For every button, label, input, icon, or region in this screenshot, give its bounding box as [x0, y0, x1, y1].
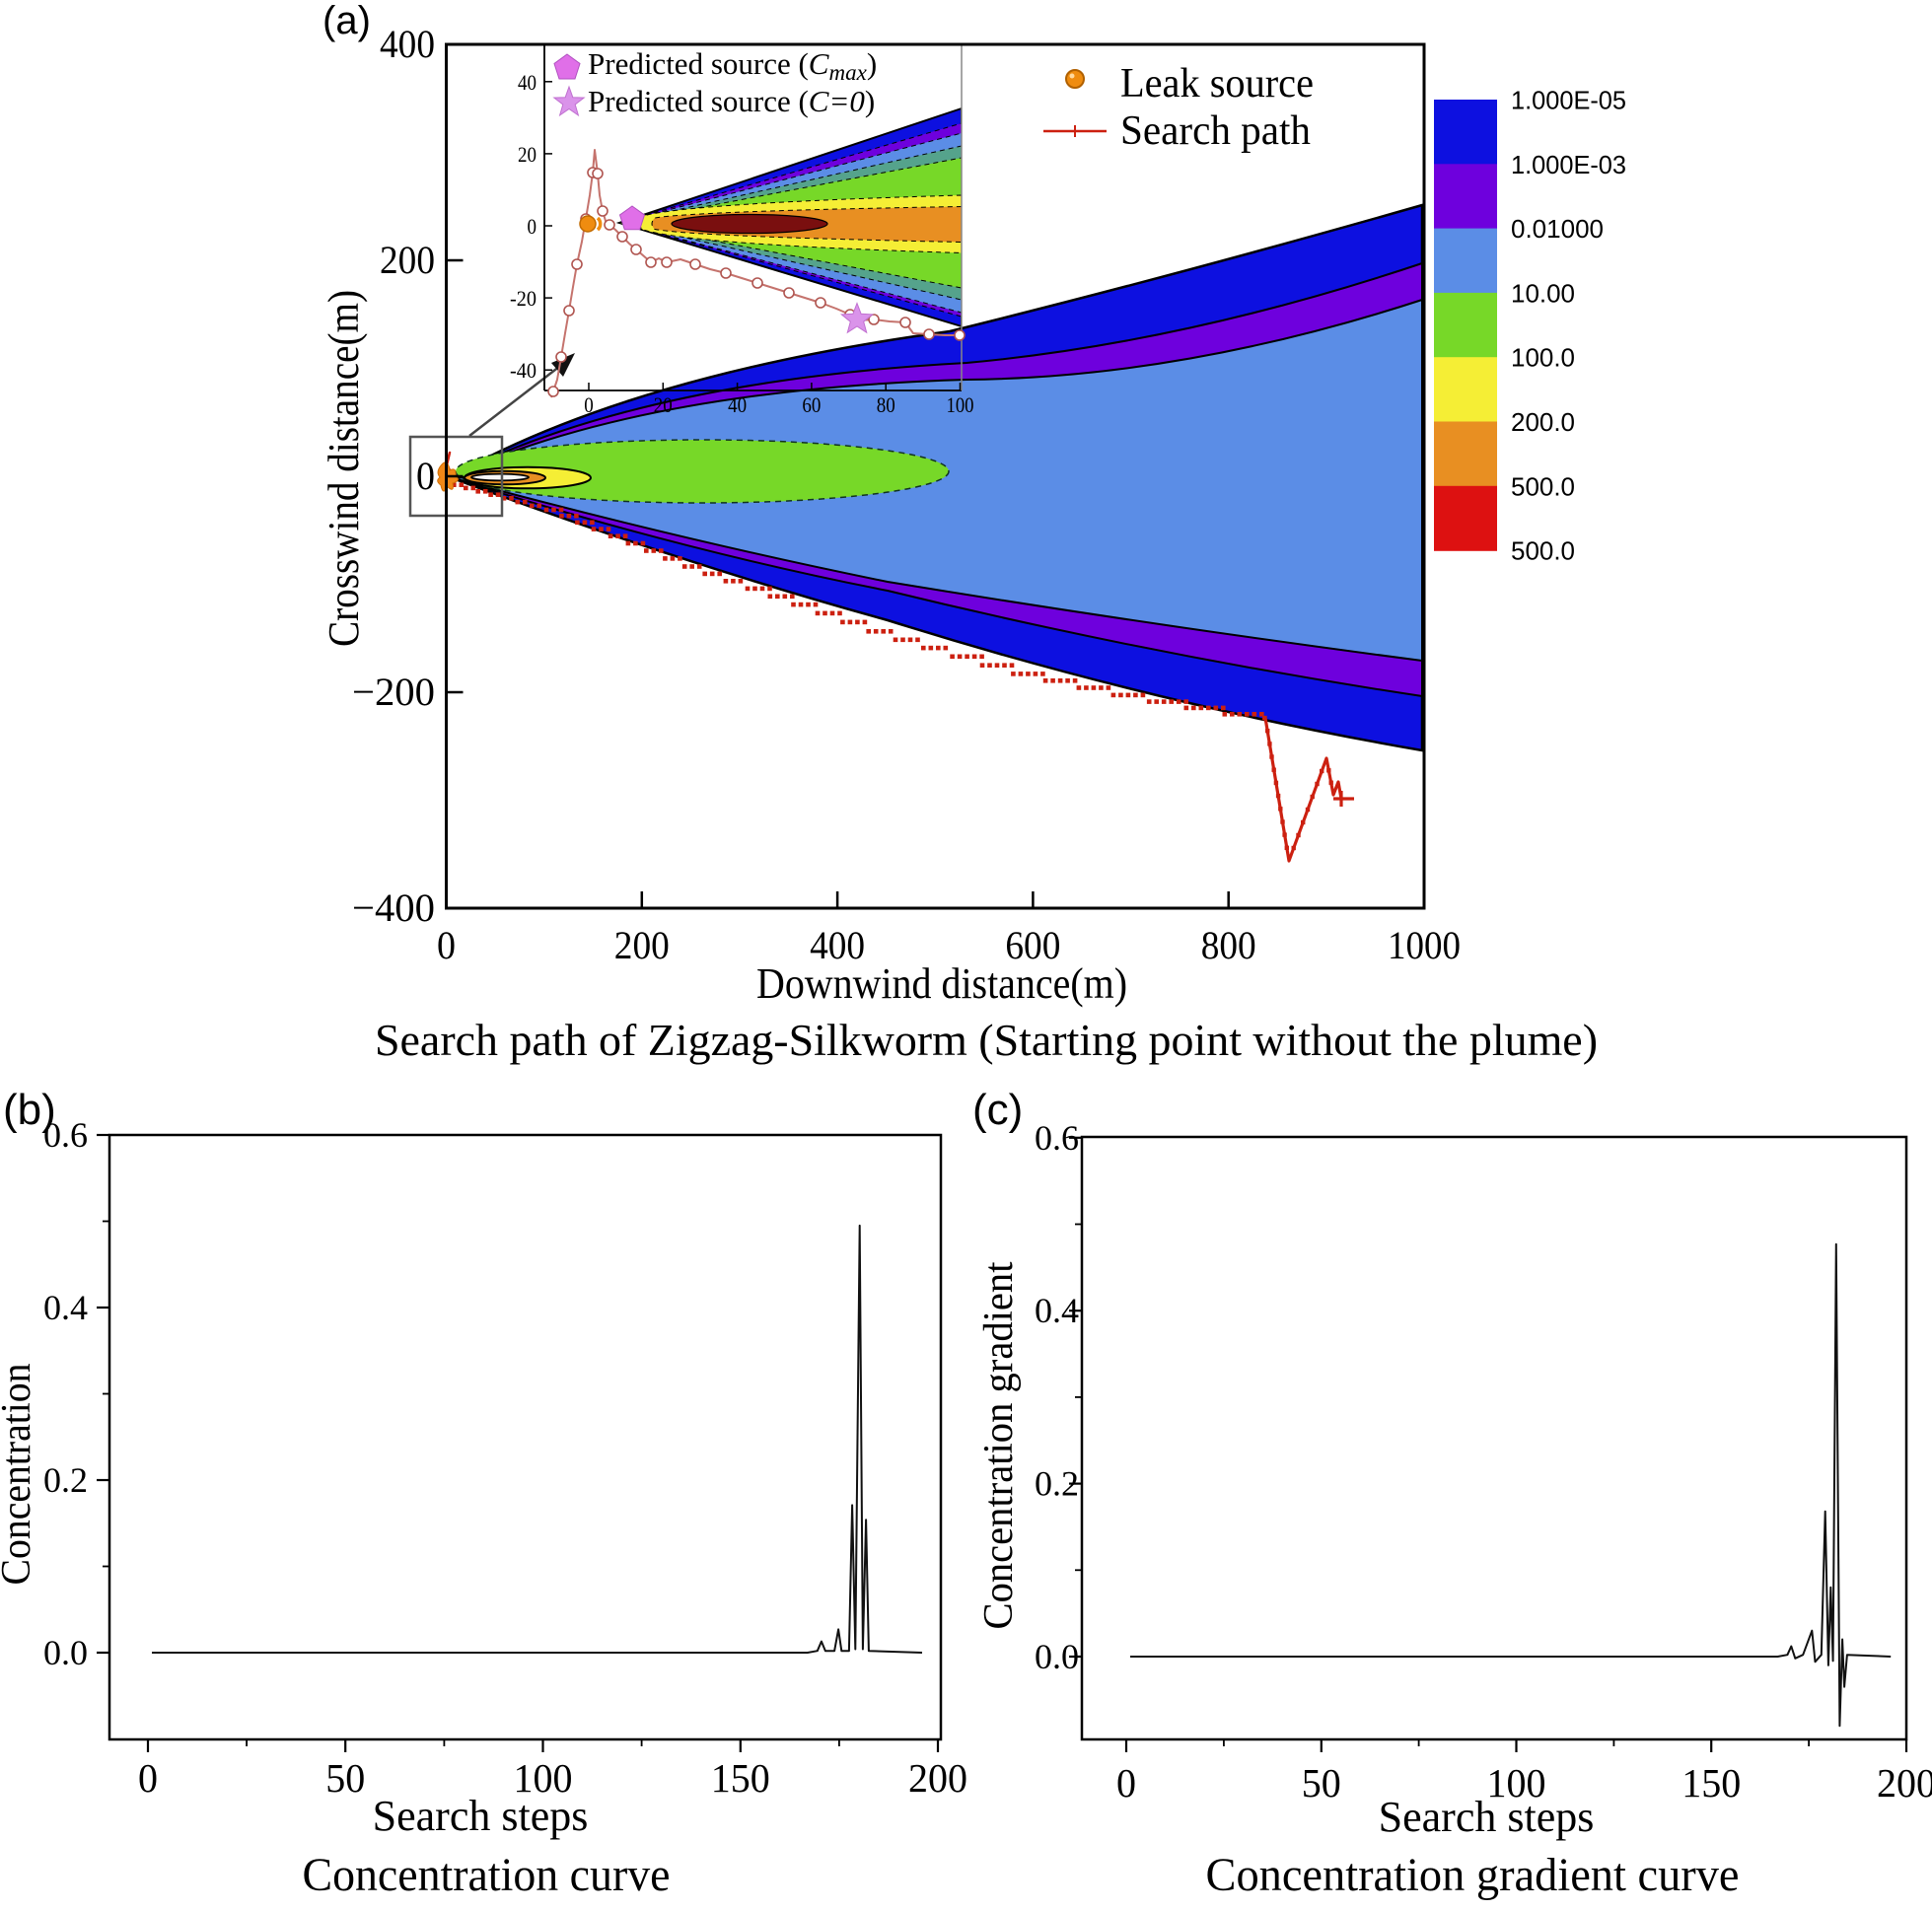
svg-text:0: 0 — [528, 214, 537, 239]
svg-text:0.4: 0.4 — [43, 1288, 88, 1327]
svg-text:500.0: 500.0 — [1511, 471, 1575, 501]
svg-text:0.0: 0.0 — [1035, 1637, 1079, 1676]
svg-text:Search path: Search path — [1120, 108, 1311, 154]
svg-text:0.6: 0.6 — [1035, 1118, 1079, 1158]
svg-text:50: 50 — [1302, 1760, 1341, 1805]
svg-text:-40: -40 — [510, 358, 537, 383]
svg-text:0.4: 0.4 — [1035, 1291, 1079, 1330]
svg-text:150: 150 — [1682, 1760, 1741, 1805]
svg-text:0: 0 — [416, 454, 435, 498]
svg-text:80: 80 — [877, 392, 895, 417]
svg-text:(a): (a) — [322, 0, 371, 42]
svg-text:1.000E-05: 1.000E-05 — [1511, 86, 1626, 115]
svg-text:20: 20 — [518, 142, 537, 167]
svg-text:0: 0 — [138, 1755, 158, 1801]
svg-text:200: 200 — [1877, 1760, 1932, 1805]
svg-text:Search steps: Search steps — [373, 1792, 589, 1840]
svg-text:200.0: 200.0 — [1511, 407, 1575, 437]
svg-text:-20: -20 — [510, 286, 537, 311]
svg-text:50: 50 — [325, 1755, 365, 1801]
svg-text:60: 60 — [802, 392, 821, 417]
svg-text:Search steps: Search steps — [1379, 1793, 1595, 1841]
svg-text:Search path of Zigzag-Silkworm: Search path of Zigzag-Silkworm (Starting… — [375, 1016, 1598, 1065]
svg-text:1000: 1000 — [1388, 923, 1461, 967]
svg-text:Concentration gradient curve: Concentration gradient curve — [1206, 1849, 1740, 1901]
svg-text:0.01000: 0.01000 — [1511, 214, 1604, 244]
svg-text:100: 100 — [947, 392, 974, 417]
svg-text:0: 0 — [437, 923, 456, 967]
svg-text:100.0: 100.0 — [1511, 343, 1575, 373]
svg-text:40: 40 — [728, 392, 747, 417]
svg-text:Crosswind distance(m): Crosswind distance(m) — [320, 290, 368, 647]
svg-text:0.2: 0.2 — [43, 1460, 88, 1500]
svg-text:20: 20 — [654, 392, 673, 417]
svg-text:0: 0 — [584, 392, 594, 417]
svg-text:0.0: 0.0 — [43, 1633, 88, 1672]
svg-text:1.000E-03: 1.000E-03 — [1511, 150, 1626, 179]
svg-text:Concentration curve: Concentration curve — [303, 1849, 671, 1901]
svg-text:Downwind distance(m): Downwind distance(m) — [756, 959, 1127, 1008]
svg-text:Concentration gradient: Concentration gradient — [976, 1261, 1022, 1629]
svg-text:0: 0 — [1116, 1760, 1136, 1805]
svg-text:Concentration: Concentration — [0, 1364, 39, 1586]
svg-text:200: 200 — [908, 1755, 967, 1801]
svg-text:0.2: 0.2 — [1035, 1464, 1079, 1504]
svg-text:40: 40 — [518, 70, 537, 95]
svg-text:800: 800 — [1201, 923, 1256, 967]
svg-text:−200: −200 — [352, 670, 435, 714]
svg-text:400: 400 — [380, 22, 435, 66]
svg-text:200: 200 — [614, 923, 670, 967]
svg-text:10.00: 10.00 — [1511, 278, 1575, 308]
svg-text:200: 200 — [380, 238, 435, 282]
svg-text:150: 150 — [711, 1755, 770, 1801]
svg-text:Leak source: Leak source — [1120, 61, 1314, 106]
svg-text:500.0: 500.0 — [1511, 536, 1575, 566]
svg-text:−400: −400 — [352, 885, 435, 930]
svg-text:(b): (b) — [3, 1086, 56, 1134]
svg-text:Predicted source (C=0): Predicted source (C=0) — [588, 84, 875, 118]
svg-text:(c): (c) — [972, 1086, 1023, 1134]
